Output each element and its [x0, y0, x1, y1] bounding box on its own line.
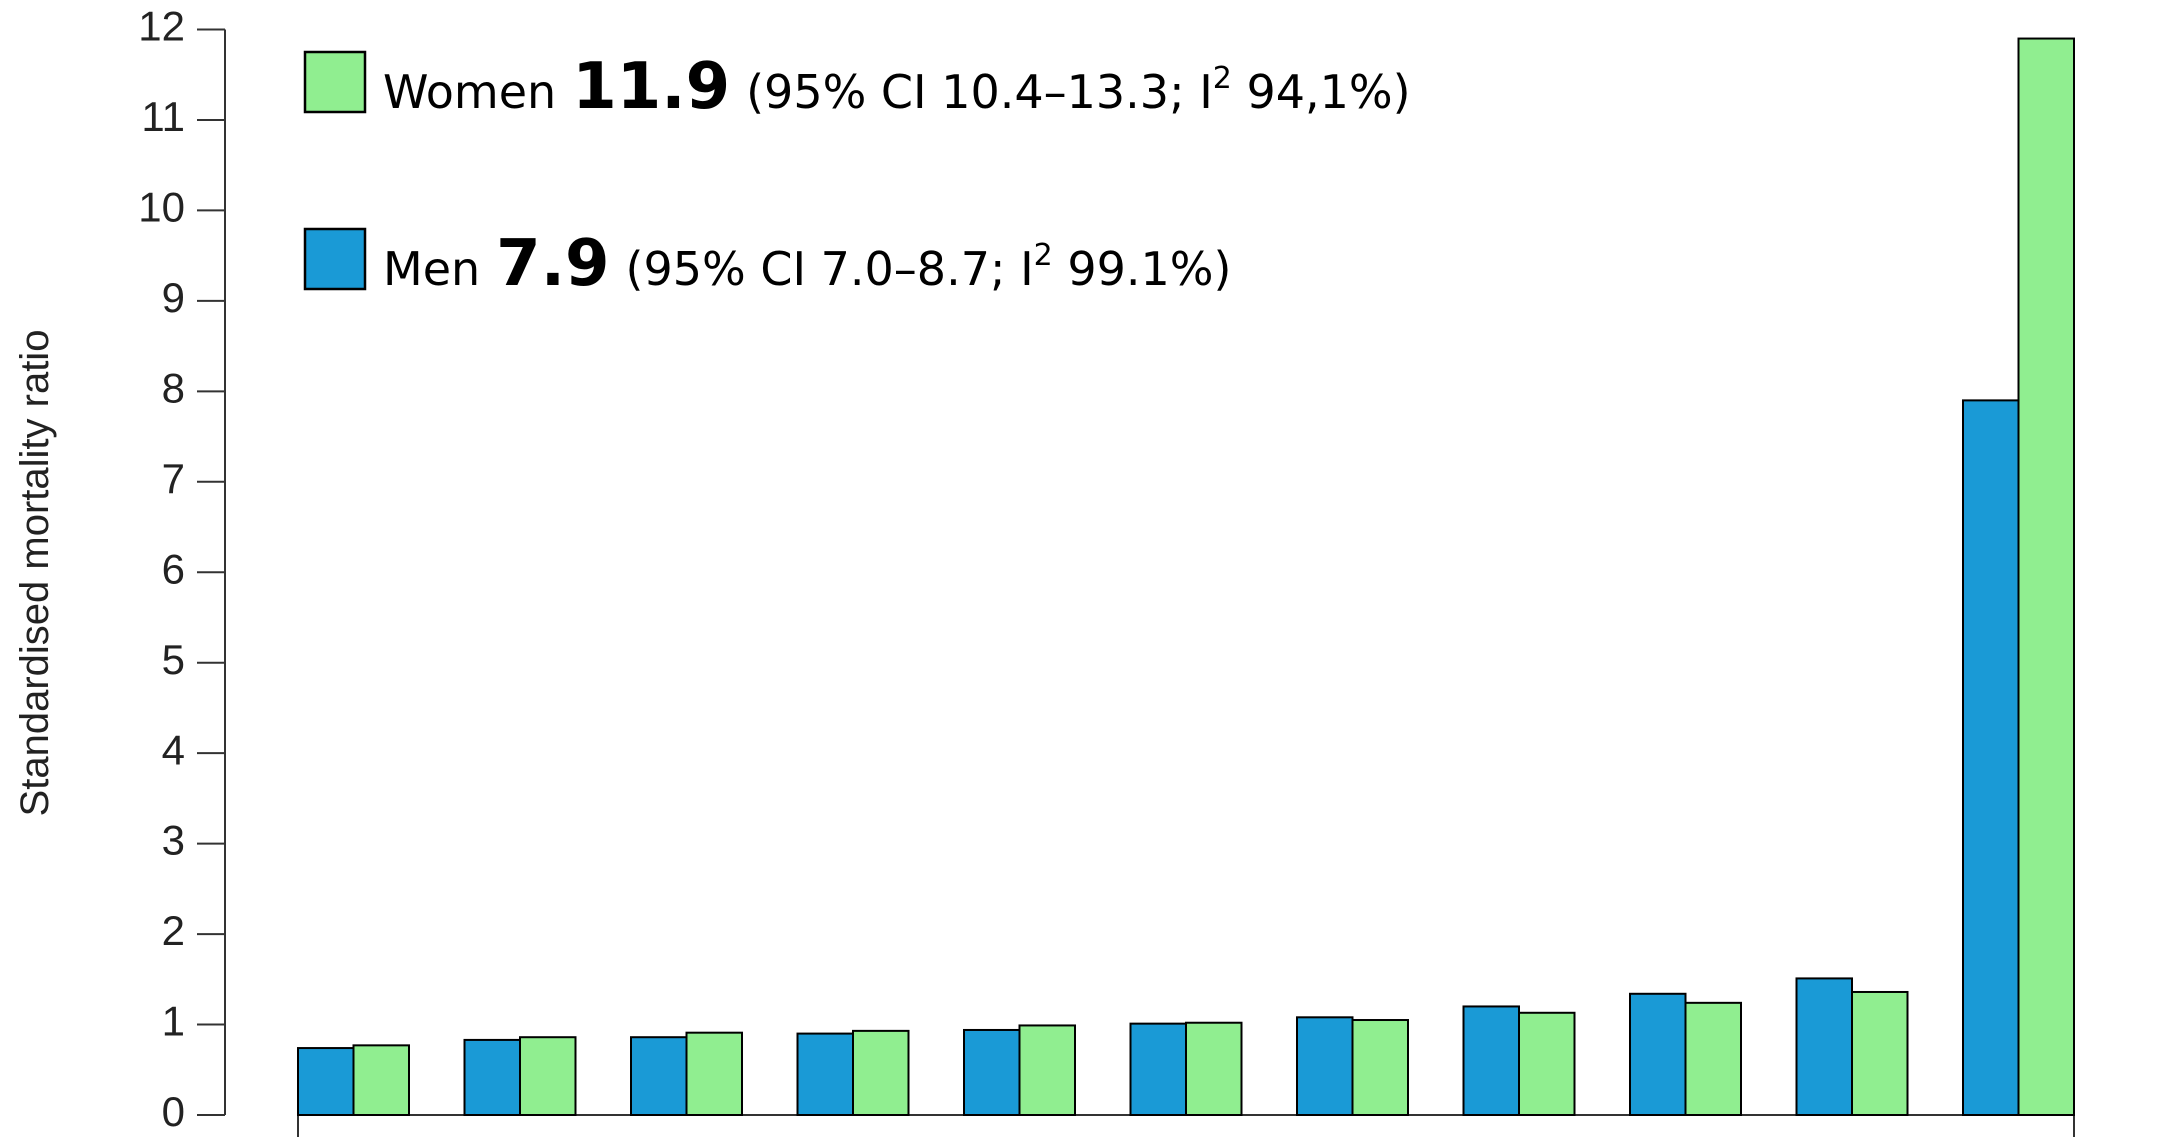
- legend-rest: 99.1%): [1053, 242, 1232, 296]
- legend-sup: 2: [1213, 61, 1232, 96]
- legend-value: 11.9: [572, 50, 730, 124]
- legend-label: Men: [383, 242, 480, 296]
- y-tick-label: 0: [162, 1088, 185, 1135]
- bar: [1018, 1024, 1076, 1117]
- y-tick-label: 11: [141, 93, 185, 140]
- bar: [630, 1036, 688, 1116]
- bar: [1296, 1016, 1354, 1116]
- bar: [463, 1038, 521, 1116]
- bar: [1462, 1005, 1520, 1117]
- legend-ci: (95% CI 7.0–8.7; I: [626, 242, 1034, 296]
- bar: [1518, 1011, 1576, 1117]
- y-tick-label: 6: [162, 545, 185, 592]
- bar: [1629, 992, 1687, 1116]
- bar: [1185, 1021, 1243, 1116]
- y-tick-label: 1: [162, 998, 185, 1045]
- y-tick-label: 2: [162, 907, 185, 954]
- bar: [1351, 1019, 1409, 1116]
- bar: [297, 1047, 355, 1116]
- legend-swatch: [303, 50, 367, 114]
- y-tick-label: 8: [162, 364, 185, 411]
- y-tick-label: 12: [138, 3, 185, 50]
- y-axis-label: Standardised mortality ratio: [13, 330, 57, 817]
- y-tick-label: 9: [162, 274, 185, 321]
- bar: [352, 1044, 410, 1116]
- bar: [1129, 1022, 1187, 1116]
- legend-rest: 94,1%): [1232, 65, 1411, 119]
- bar: [685, 1031, 743, 1116]
- bar: [1795, 977, 1853, 1116]
- bar: [519, 1036, 577, 1116]
- legend-entry: Women 11.9 (95% CI 10.4–13.3; I2 94,1%): [383, 50, 1411, 124]
- legend-sup: 2: [1034, 238, 1053, 273]
- bar: [1962, 399, 2020, 1117]
- y-tick-label: 4: [162, 726, 185, 773]
- legend-ci: (95% CI 10.4–13.3; I: [746, 65, 1213, 119]
- bar: [1684, 1001, 1742, 1116]
- y-tick-label: 7: [162, 455, 185, 502]
- bar: [852, 1029, 910, 1117]
- bar: [796, 1032, 854, 1117]
- legend-label: Women: [383, 65, 556, 119]
- bar: [1851, 990, 1909, 1117]
- y-tick-label: 3: [162, 817, 185, 864]
- legend-entry: Men 7.9 (95% CI 7.0–8.7; I2 99.1%): [383, 227, 1231, 301]
- y-tick-label: 5: [162, 636, 185, 683]
- y-tick-label: 10: [138, 184, 185, 231]
- bar: [963, 1028, 1021, 1116]
- legend-value: 7.9: [496, 227, 609, 301]
- legend-swatch: [303, 227, 367, 291]
- bar: [2017, 37, 2075, 1117]
